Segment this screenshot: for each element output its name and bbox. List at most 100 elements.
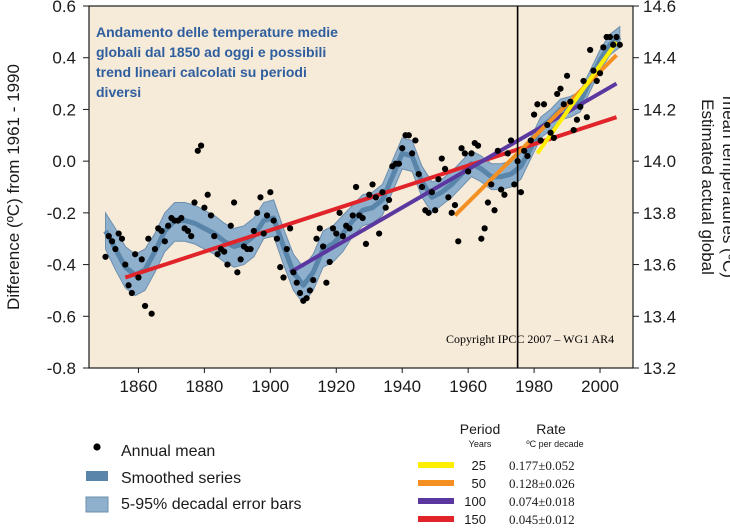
annual-mean-point	[112, 245, 119, 253]
annual-mean-point	[412, 137, 419, 144]
annual-mean-point	[303, 295, 310, 302]
annual-mean-point	[201, 204, 208, 211]
annual-mean-point	[596, 70, 604, 77]
annual-mean-point	[418, 183, 426, 191]
x-tick-label: 1980	[515, 377, 553, 396]
annual-mean-point	[448, 209, 455, 216]
annual-mean-point	[451, 202, 459, 209]
annual-mean-point	[524, 152, 531, 160]
table-header-unit: ºC per decade	[526, 439, 583, 449]
annual-mean-point	[435, 176, 442, 183]
annual-mean-point	[247, 245, 254, 253]
trend-line-100	[289, 81, 618, 275]
annual-mean-point	[537, 137, 544, 144]
annual-mean-point	[211, 233, 218, 240]
table-header-years: Years	[469, 439, 492, 449]
x-tick-label: 1920	[317, 377, 355, 396]
annual-mean-point	[379, 189, 386, 196]
annual-mean-point	[352, 183, 360, 191]
annual-mean-point	[194, 147, 201, 154]
annual-mean-point	[382, 204, 389, 211]
annual-mean-point	[547, 129, 554, 136]
annual-mean-point	[600, 44, 607, 51]
annual-mean-point	[432, 207, 439, 214]
annual-mean-point	[102, 253, 109, 260]
table-period-150: 150	[464, 512, 486, 527]
annual-mean-point	[501, 191, 508, 198]
annual-mean-point	[468, 150, 475, 157]
y-tick-label: -0.6	[47, 307, 76, 326]
y-tick-label: -0.2	[47, 204, 76, 223]
annual-mean-point	[517, 189, 525, 196]
y2-axis-title-line: mean temperatures (ºC)	[719, 96, 730, 278]
x-tick-label: 1880	[185, 377, 223, 396]
annual-mean-point	[267, 189, 274, 196]
legend-error-band-label: 5-95% decadal error bars	[121, 496, 302, 513]
annual-mean-point	[148, 310, 155, 317]
table-rate-25: 0.177±0.052	[509, 458, 575, 473]
annual-mean-point	[567, 98, 574, 105]
annual-mean-point	[273, 235, 281, 242]
annual-mean-point	[108, 238, 116, 245]
copyright-text: Copyright IPCC 2007 – WG1 AR4	[446, 332, 614, 346]
legend-annual-mean-label: Annual mean	[121, 443, 215, 460]
table-header-period: Period	[460, 421, 500, 437]
annual-mean-point	[362, 240, 370, 247]
annual-mean-point	[544, 121, 551, 129]
annual-mean-point	[178, 214, 185, 222]
annual-mean-point	[336, 209, 343, 216]
annual-mean-point	[125, 282, 132, 289]
y2-tick-label: 14.6	[643, 0, 676, 16]
annual-mean-point	[488, 181, 495, 188]
legend-annual-mean-marker	[93, 443, 101, 451]
annual-mean-point	[349, 212, 356, 219]
annual-mean-point	[306, 287, 313, 294]
table-rate-50: 0.128±0.026	[509, 476, 575, 491]
smoothed-series-line	[103, 35, 622, 288]
y2-tick-label: 13.4	[643, 307, 676, 326]
annual-mean-point	[395, 160, 403, 167]
annotation-title-line: globali dal 1850 ad oggi e possibili	[96, 44, 326, 60]
annual-mean-point	[128, 289, 135, 297]
annual-mean-point	[441, 165, 449, 172]
annual-mean-point	[132, 251, 139, 258]
annual-mean-point	[557, 85, 564, 92]
annual-mean-point	[184, 227, 192, 235]
x-tick-label: 1860	[120, 377, 158, 396]
annual-mean-point	[570, 127, 577, 134]
annual-mean-point	[250, 227, 257, 235]
annual-mean-point	[296, 289, 304, 297]
annual-mean-point	[478, 235, 485, 242]
annual-mean-point	[293, 279, 300, 286]
annual-mean-point	[316, 225, 323, 232]
x-tick-label: 1940	[383, 377, 421, 396]
annual-mean-point	[593, 77, 600, 85]
annual-mean-point	[554, 90, 561, 98]
annual-mean-point	[481, 225, 488, 232]
annual-mean-point	[224, 261, 231, 268]
table-header-rate: Rate	[536, 421, 566, 437]
plot-background	[89, 6, 633, 368]
annual-mean-point	[425, 209, 432, 216]
annual-mean-point	[458, 145, 465, 152]
annual-mean-point	[141, 302, 149, 310]
annual-mean-point	[366, 191, 373, 198]
table-period-50: 50	[472, 476, 486, 491]
annual-mean-point	[405, 132, 412, 139]
annual-mean-point	[237, 256, 244, 263]
y2-tick-label: 14.2	[643, 100, 676, 119]
annual-mean-point	[587, 46, 594, 54]
annual-mean-point	[550, 134, 557, 141]
x-tick-label: 1960	[449, 377, 487, 396]
y-tick-label: -0.8	[47, 359, 76, 378]
y2-tick-label: 14.4	[643, 49, 676, 68]
annual-mean-point	[438, 155, 445, 162]
annual-mean-point	[445, 194, 452, 201]
annual-mean-point	[521, 147, 528, 154]
annual-mean-point	[270, 217, 277, 224]
annual-mean-point	[310, 276, 317, 284]
y2-tick-label: 13.8	[643, 204, 676, 223]
annual-mean-point	[610, 41, 617, 48]
annual-mean-point	[191, 199, 198, 206]
annual-mean-point	[399, 145, 406, 152]
